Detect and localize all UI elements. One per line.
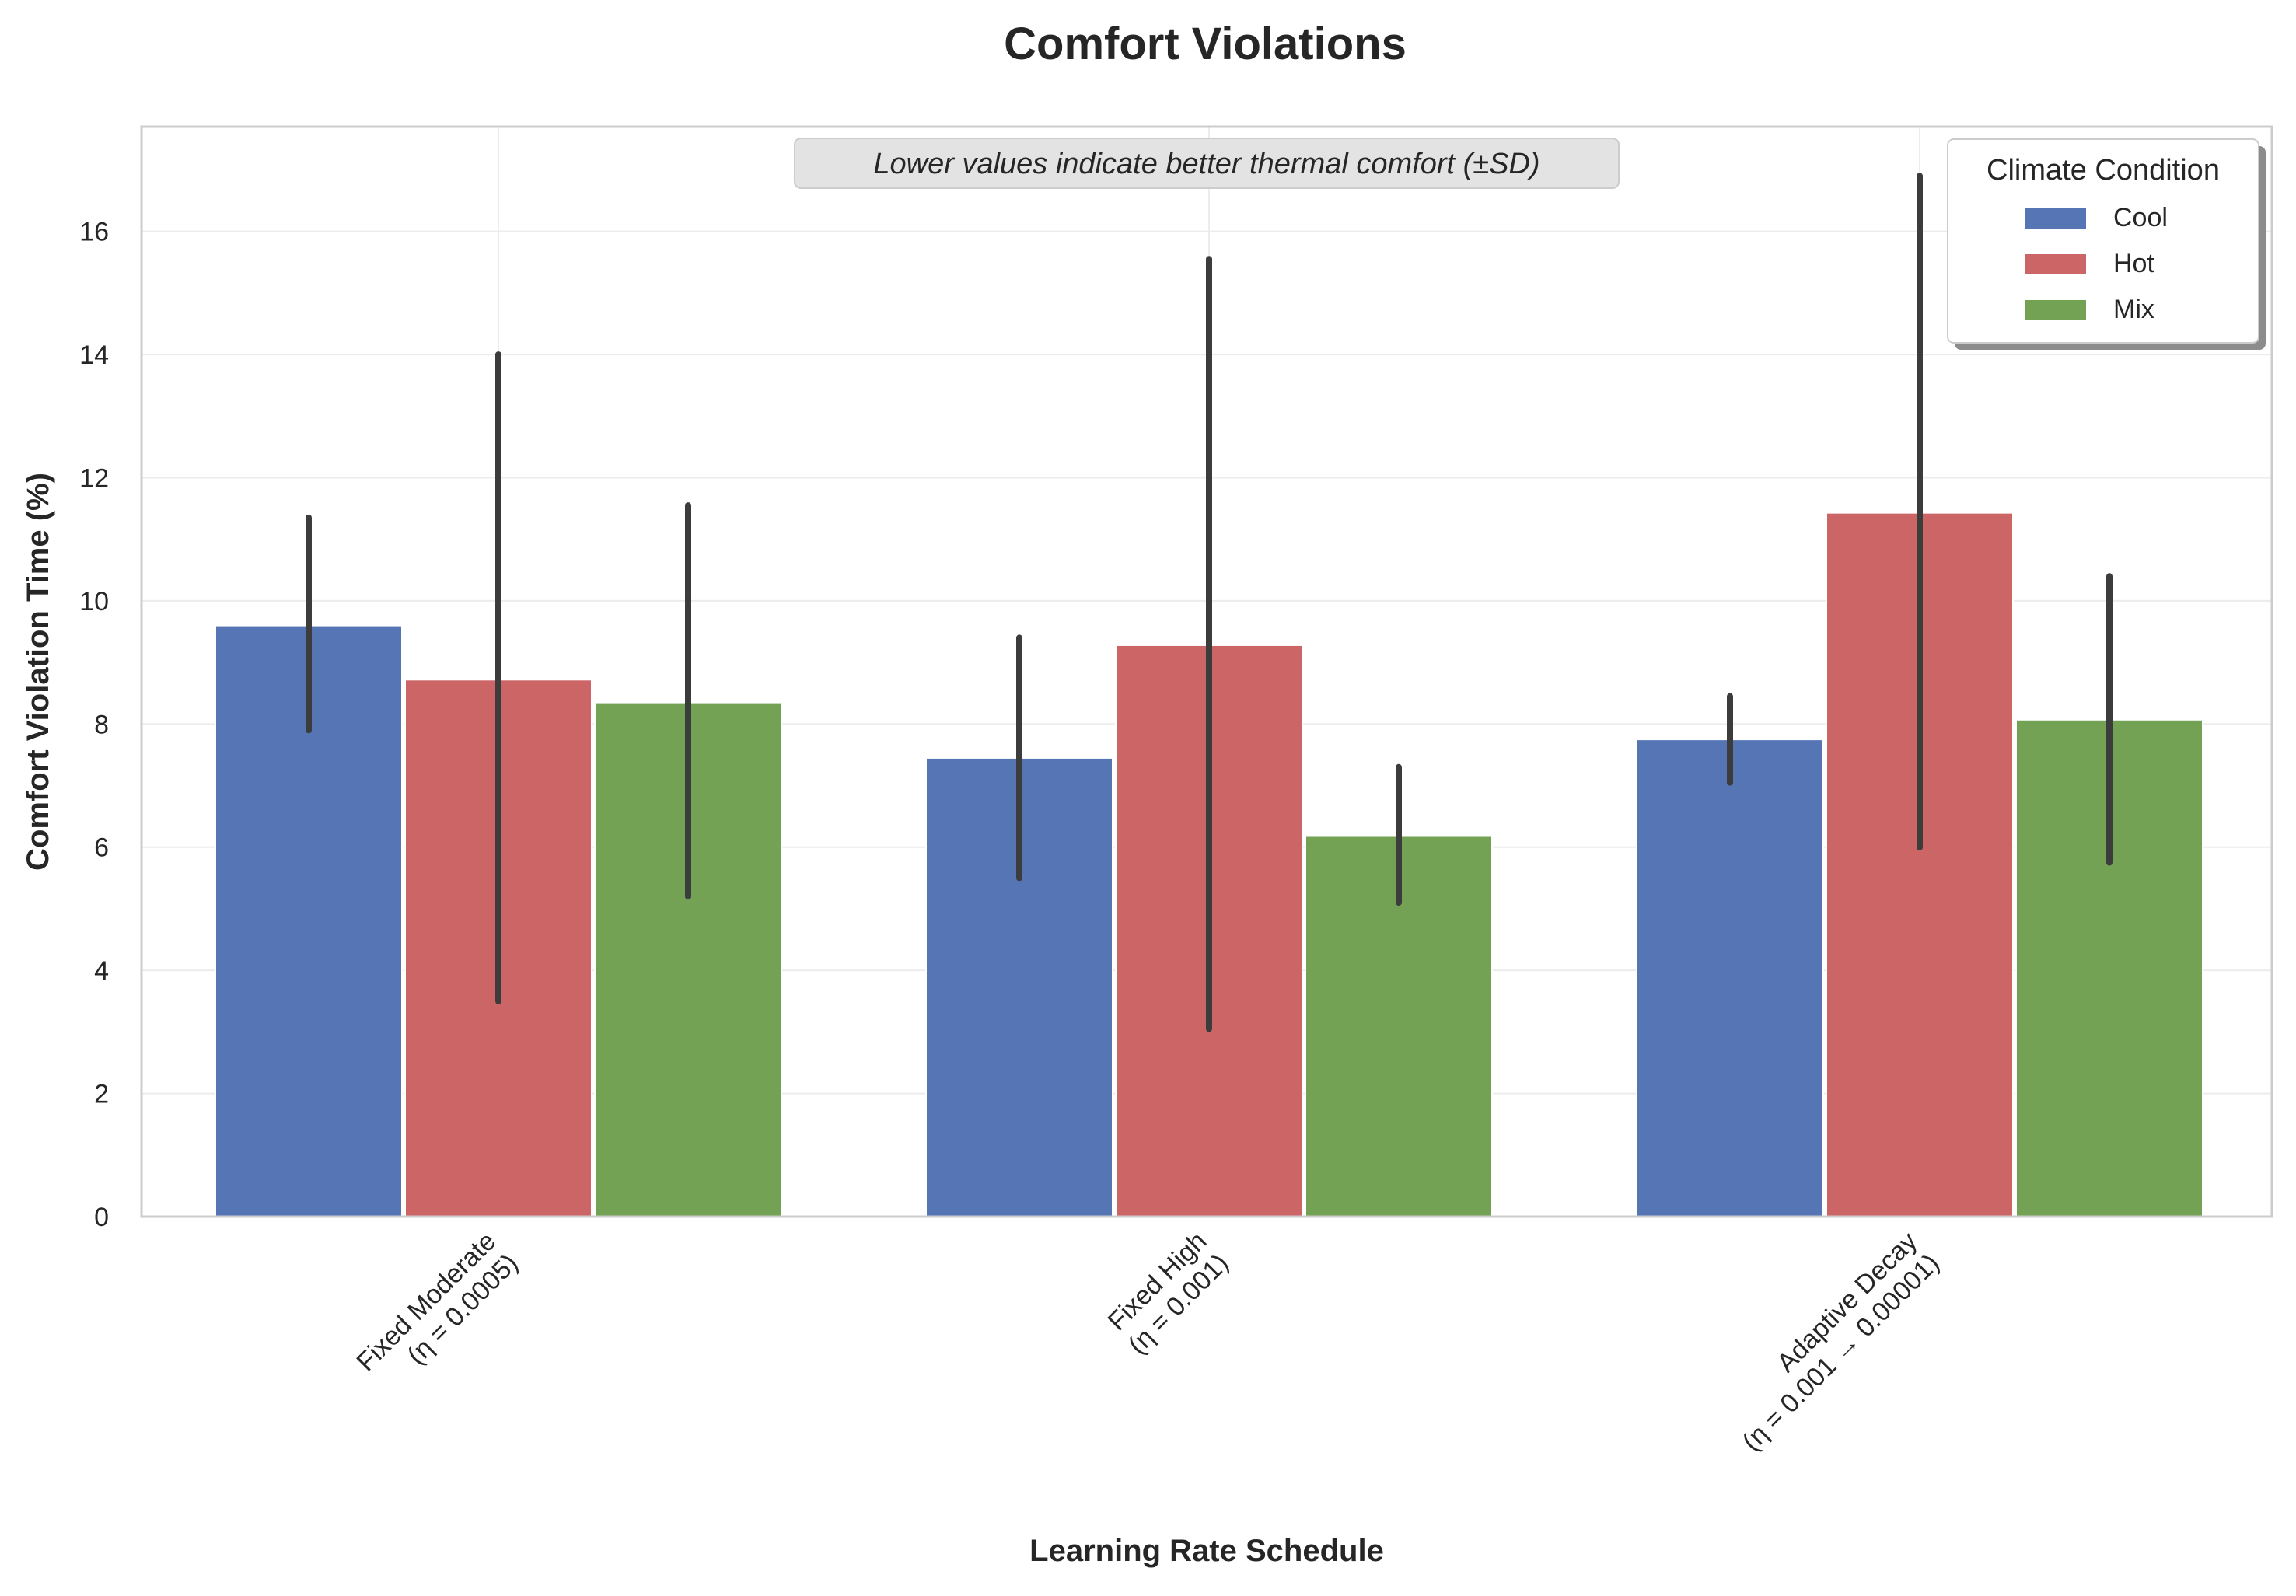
- legend-swatch-mix: [2025, 300, 2086, 320]
- annotation-background: [794, 138, 1620, 189]
- x-tick-label: Adaptive Decay(η = 0.001 → 0.00001): [1737, 1226, 1945, 1457]
- y-tick-label: 4: [94, 956, 109, 986]
- x-tick-label: Fixed High(η = 0.001): [1103, 1226, 1235, 1360]
- y-tick-label: 12: [79, 463, 109, 493]
- annotation-text: Lower values indicate better thermal com…: [873, 148, 1539, 180]
- annotation-box: Lower values indicate better thermal com…: [794, 138, 1620, 189]
- legend-label-mix: Mix: [2113, 295, 2154, 324]
- y-tick-label: 6: [94, 833, 109, 863]
- y-tick-label: 2: [94, 1080, 109, 1109]
- legend-box: [1947, 138, 2259, 344]
- y-tick-label: 14: [79, 341, 109, 370]
- legend-items: Cool Hot Mix: [2025, 203, 2168, 324]
- legend-label-hot: Hot: [2113, 249, 2154, 278]
- legend-title: Climate Condition: [1987, 154, 2220, 187]
- y-axis-label: Comfort Violation Time (%): [21, 473, 55, 871]
- legend-label-cool: Cool: [2113, 203, 2168, 232]
- error-bars: [306, 173, 2113, 1032]
- y-tick-label: 16: [79, 218, 109, 247]
- legend: Climate Condition Cool Hot Mix: [1947, 138, 2266, 350]
- legend-swatch-hot: [2025, 254, 2086, 274]
- x-tick-label-line: (η = 0.001 → 0.00001): [1737, 1249, 1945, 1457]
- y-tick-label: 8: [94, 710, 109, 739]
- legend-swatch-cool: [2025, 208, 2086, 229]
- y-ticks: 0 2 4 6 8 10 12 14 16: [79, 218, 109, 1232]
- x-axis-label: Learning Rate Schedule: [1029, 1534, 1384, 1568]
- plot-frame: [140, 125, 2273, 1218]
- x-ticks: Fixed Moderate(η = 0.0005) Fixed High(η =…: [351, 1226, 1945, 1456]
- x-tick-label: Fixed Moderate(η = 0.0005): [351, 1226, 523, 1377]
- chart-title: Comfort Violations: [1004, 19, 1407, 69]
- y-tick-label: 10: [79, 587, 109, 616]
- y-tick-label: 0: [94, 1203, 109, 1232]
- bar-cool-2: [1636, 739, 1824, 1217]
